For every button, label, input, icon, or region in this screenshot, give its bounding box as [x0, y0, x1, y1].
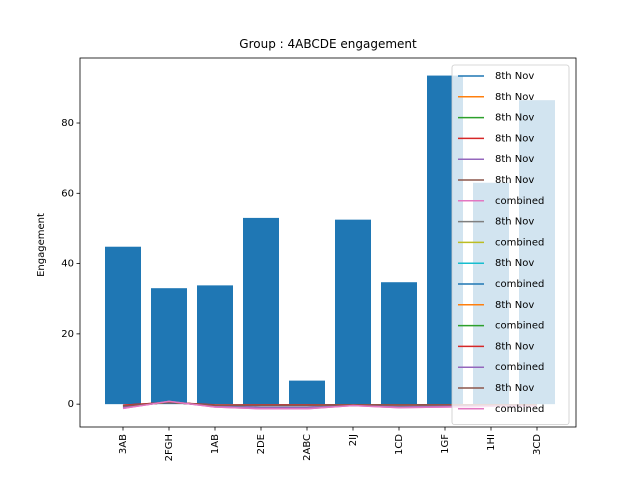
legend-label: 8th Nov: [495, 383, 534, 394]
x-tick-label: 2IJ: [348, 434, 359, 446]
legend-label: 8th Nov: [495, 113, 534, 124]
legend-label: 8th Nov: [495, 217, 534, 228]
legend-label: 8th Nov: [495, 300, 534, 311]
legend-label: 8th Nov: [495, 154, 534, 165]
legend-label: 8th Nov: [495, 133, 534, 144]
y-axis-label: Engagement: [36, 213, 47, 277]
y-axis: 0 20 40 60 80: [61, 118, 80, 410]
x-tick-label: 2DE: [256, 434, 267, 454]
x-tick-label: 2ABC: [302, 434, 313, 461]
legend-label: 8th Nov: [495, 258, 534, 269]
bar-2FGH: [151, 288, 187, 405]
chart-title: Group : 4ABCDE engagement: [239, 37, 417, 51]
x-tick-label: 3CD: [532, 434, 543, 455]
x-tick-label: 1GF: [440, 434, 451, 454]
bar-2DE: [243, 217, 279, 405]
x-axis: 3AB 2FGH 1AB 2DE 2ABC 2IJ 1CD 1GF 1HI 3CD: [118, 427, 543, 461]
legend: 8th Nov 8th Nov 8th Nov 8th Nov 8th Nov 8th N…: [451, 64, 570, 426]
legend-label: combined: [495, 279, 544, 290]
y-tick-label: 80: [61, 118, 74, 129]
bar-3AB: [105, 246, 141, 405]
legend-label: combined: [495, 237, 544, 248]
y-tick-label: 0: [68, 399, 74, 410]
x-tick-label: 1AB: [210, 434, 221, 454]
legend-label: 8th Nov: [495, 341, 534, 352]
bar-2IJ: [335, 219, 371, 405]
legend-label: combined: [495, 321, 544, 332]
y-tick-label: 60: [61, 188, 74, 199]
bar-1AB: [197, 285, 233, 405]
bar-1CD: [381, 282, 417, 405]
x-tick-label: 1CD: [394, 434, 405, 455]
legend-label: 8th Nov: [495, 92, 534, 103]
x-tick-label: 3AB: [118, 434, 129, 454]
legend-label: combined: [495, 362, 544, 373]
legend-label: combined: [495, 196, 544, 207]
x-tick-label: 1HI: [486, 434, 497, 451]
legend-label: 8th Nov: [495, 175, 534, 186]
legend-label: combined: [495, 404, 544, 415]
bar-2ABC: [289, 380, 325, 405]
y-tick-label: 20: [61, 329, 74, 340]
x-tick-label: 2FGH: [164, 434, 175, 461]
y-tick-label: 40: [61, 259, 74, 270]
plot-frame: [79, 57, 577, 428]
legend-frame: [451, 64, 570, 426]
legend-label: 8th Nov: [495, 71, 534, 82]
